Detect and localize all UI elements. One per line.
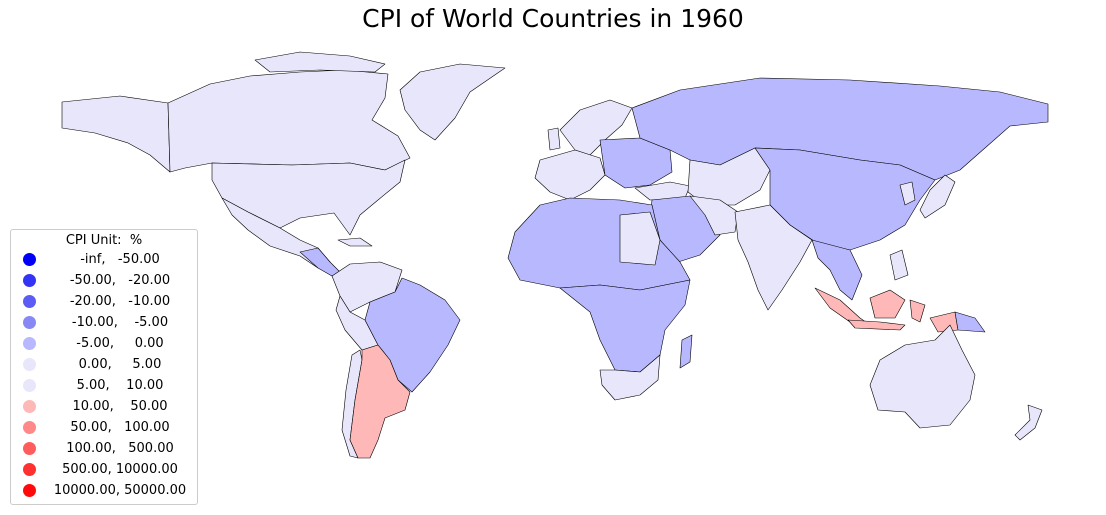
legend: CPI Unit: % -inf, -50.00 -50.00, -20.00 -2… bbox=[10, 229, 198, 505]
region-central-africa bbox=[559, 279, 691, 373]
legend-item: -50.00, -20.00 bbox=[11, 270, 197, 291]
legend-item: -10.00, -5.00 bbox=[11, 312, 197, 333]
map-title: CPI of World Countries in 1960 bbox=[362, 4, 744, 33]
legend-swatch bbox=[23, 379, 36, 392]
region-iran bbox=[689, 195, 739, 236]
region-turkey bbox=[634, 181, 691, 201]
region-uk bbox=[547, 127, 561, 151]
legend-swatch bbox=[23, 337, 36, 350]
legend-item: -inf, -50.00 bbox=[11, 249, 197, 270]
legend-swatch bbox=[23, 421, 36, 434]
legend-swatch bbox=[23, 295, 36, 308]
region-greenland bbox=[399, 63, 506, 141]
legend-item: -5.00, 0.00 bbox=[11, 333, 197, 354]
legend-swatch bbox=[23, 484, 36, 497]
legend-label: -20.00, -10.00 bbox=[69, 294, 171, 309]
region-borneo bbox=[869, 289, 906, 319]
region-papua bbox=[954, 311, 986, 333]
legend-label: 100.00, 500.00 bbox=[66, 441, 174, 456]
region-southern-africa bbox=[599, 354, 661, 401]
legend-swatch bbox=[23, 274, 36, 287]
region-southeast-asia bbox=[811, 239, 863, 301]
region-korea bbox=[899, 181, 916, 206]
legend-item: -20.00, -10.00 bbox=[11, 291, 197, 312]
legend-swatch bbox=[23, 316, 36, 329]
legend-title: CPI Unit: % bbox=[65, 233, 143, 248]
region-indonesia bbox=[814, 287, 871, 326]
region-central-america bbox=[299, 247, 341, 277]
region-western-europe bbox=[534, 149, 606, 201]
legend-label: 500.00, 10000.00 bbox=[62, 462, 178, 477]
region-india bbox=[734, 204, 813, 311]
legend-item: 5.00, 10.00 bbox=[11, 375, 197, 396]
legend-swatch bbox=[23, 358, 36, 371]
region-alaska bbox=[61, 95, 171, 173]
region-philippines bbox=[889, 249, 909, 281]
legend-label: 0.00, 5.00 bbox=[78, 357, 162, 372]
legend-label: 10000.00, 50000.00 bbox=[53, 483, 187, 498]
legend-item: 50.00, 100.00 bbox=[11, 417, 197, 438]
region-cuba bbox=[337, 237, 373, 247]
legend-label: 5.00, 10.00 bbox=[76, 378, 164, 393]
region-japan bbox=[919, 174, 956, 219]
legend-label: -inf, -50.00 bbox=[80, 252, 160, 267]
legend-swatch bbox=[23, 463, 36, 476]
legend-label: -10.00, -5.00 bbox=[71, 315, 169, 330]
legend-item: 10.00, 50.00 bbox=[11, 396, 197, 417]
legend-swatch bbox=[23, 253, 36, 266]
region-madagascar bbox=[679, 334, 693, 369]
region-egypt bbox=[619, 211, 661, 266]
region-canada bbox=[167, 69, 411, 173]
legend-label: -50.00, -20.00 bbox=[69, 273, 171, 288]
legend-swatch bbox=[23, 442, 36, 455]
region-new-zealand bbox=[1014, 404, 1043, 441]
region-new-guinea bbox=[929, 311, 959, 333]
land-group bbox=[61, 51, 1049, 459]
legend-item: 0.00, 5.00 bbox=[11, 354, 197, 375]
legend-label: 50.00, 100.00 bbox=[70, 420, 170, 435]
region-java bbox=[847, 319, 906, 331]
legend-swatch bbox=[23, 400, 36, 413]
region-sulawesi bbox=[909, 299, 926, 323]
legend-rows: -inf, -50.00 -50.00, -20.00 -20.00, -10.00… bbox=[11, 249, 197, 501]
region-arctic-islands bbox=[254, 51, 386, 73]
legend-item: 10000.00, 50000.00 bbox=[11, 480, 197, 501]
legend-item: 500.00, 10000.00 bbox=[11, 459, 197, 480]
region-australia bbox=[869, 324, 976, 429]
legend-label: -5.00, 0.00 bbox=[76, 336, 164, 351]
legend-item: 100.00, 500.00 bbox=[11, 438, 197, 459]
legend-label: 10.00, 50.00 bbox=[72, 399, 168, 414]
region-argentina bbox=[349, 344, 411, 459]
